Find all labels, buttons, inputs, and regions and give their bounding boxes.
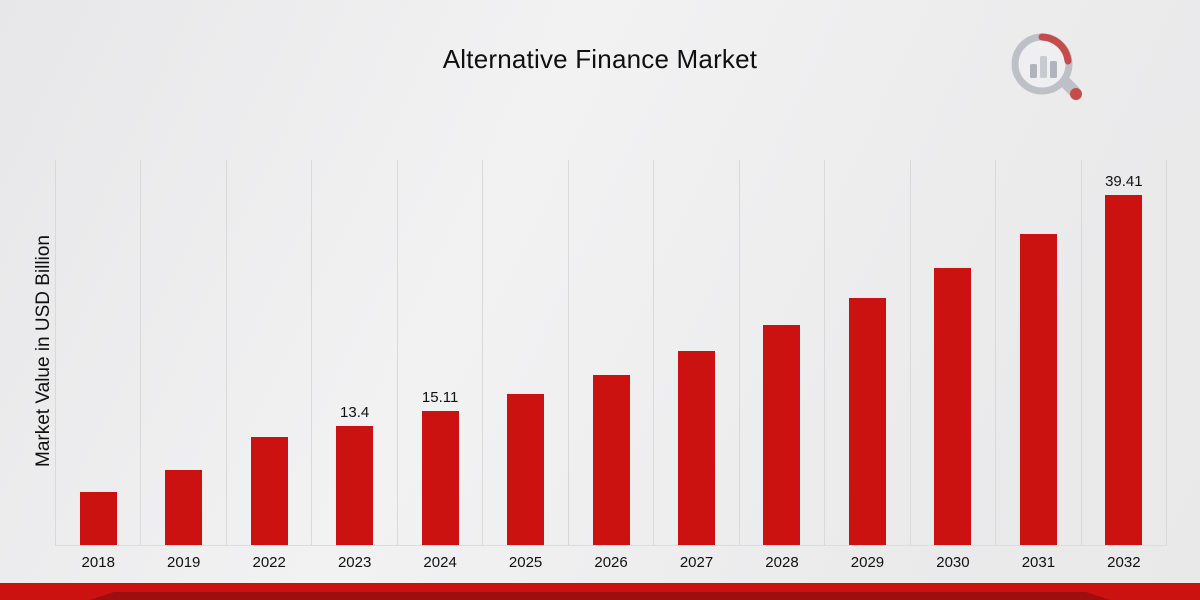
x-tick-label: 2025	[508, 554, 543, 571]
x-tick-label: 2019	[167, 554, 201, 571]
bar-value-label: 15.11	[421, 389, 459, 406]
x-tick-label: 2026	[594, 554, 628, 571]
bar	[678, 351, 716, 545]
bar	[421, 411, 459, 545]
x-tick-label: 2029	[850, 554, 885, 571]
chart-column: 2029	[824, 160, 909, 571]
bar	[763, 325, 801, 545]
x-tick-label: 2030	[936, 554, 970, 571]
logo-red-dot	[1070, 88, 1082, 100]
bar	[1105, 195, 1143, 545]
logo-bar-1	[1030, 64, 1037, 78]
bottom-red-band	[0, 583, 1200, 600]
bar	[1019, 234, 1057, 545]
chart-title: Alternative Finance Market	[442, 44, 758, 74]
bar	[848, 298, 886, 545]
chart-column: 2022	[225, 160, 311, 571]
bar	[79, 492, 117, 545]
brand-logo-icon	[1004, 28, 1088, 112]
chart-column: 39.41 2032	[1080, 160, 1166, 571]
logo-bar-3	[1050, 61, 1057, 78]
chart-column: 15.11 2024	[396, 160, 482, 571]
chart-column: 2031	[995, 160, 1080, 571]
x-tick-label: 2028	[765, 554, 799, 571]
chart-column: 2026	[567, 160, 653, 571]
bar	[336, 426, 374, 545]
x-tick-label: 2018	[81, 554, 115, 571]
bar	[507, 394, 545, 545]
x-tick-label: 2031	[1021, 554, 1056, 571]
x-tick-label: 2027	[679, 554, 714, 571]
x-tick-label: 2022	[252, 554, 286, 571]
bar	[250, 437, 288, 545]
y-axis-label: Market Value in USD Billion	[33, 235, 54, 467]
chart-column: 2030	[909, 160, 995, 571]
chart-column: 2018	[55, 160, 140, 571]
logo-bar-2	[1040, 56, 1047, 78]
chart-column: 2025	[482, 160, 567, 571]
plot-area: 2018 2019 2022 13.4 2023 15.11 2024 2025 2026 202…	[55, 160, 1167, 571]
chart-column: 2019	[140, 160, 225, 571]
x-tick-label: 2024	[423, 554, 457, 571]
bar	[592, 375, 630, 545]
x-tick-label: 2032	[1107, 554, 1141, 571]
bar	[934, 268, 972, 545]
chart-column: 13.4 2023	[311, 160, 396, 571]
x-tick-label: 2023	[337, 554, 372, 571]
bottom-band-accent	[90, 592, 1110, 600]
bar-value-label: 13.4	[340, 404, 370, 421]
bar-value-label: 39.41	[1105, 173, 1143, 190]
chart-column: 2027	[653, 160, 738, 571]
bar	[165, 470, 203, 545]
chart-column: 2028	[738, 160, 824, 571]
magnifier-red-arc	[1038, 33, 1072, 65]
